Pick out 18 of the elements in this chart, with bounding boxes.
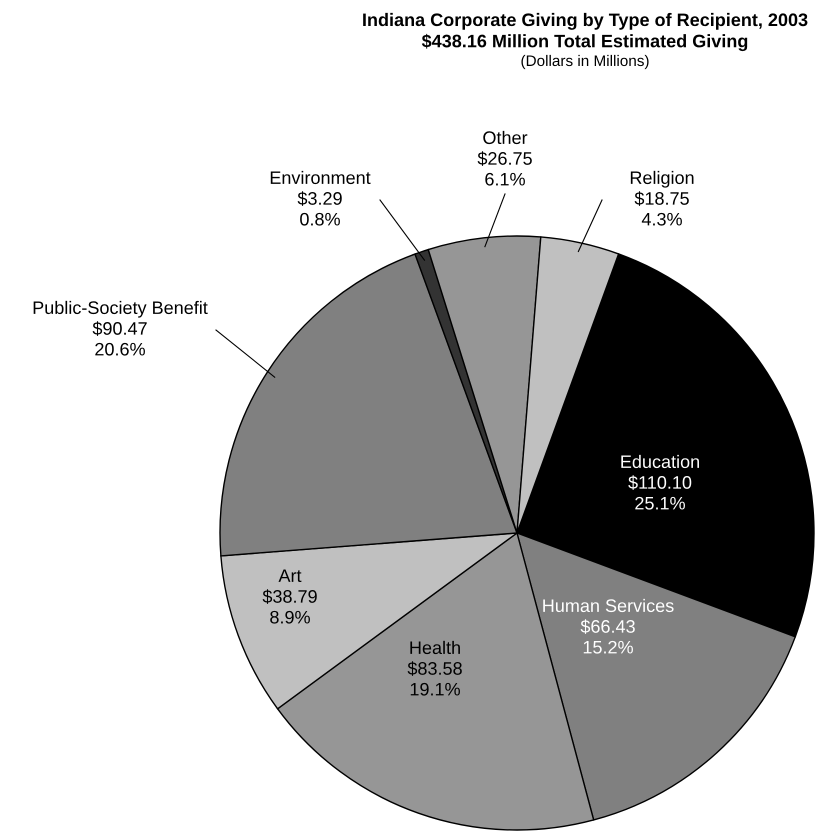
slice-label: Public-Society Benefit [34,300,208,318]
slice-label: Human Services [543,598,674,612]
data-label: $66.43 15.2% [580,619,635,654]
data-label: $110.10 25.1% [628,475,692,510]
data-label: $83.58 19.1% [408,661,462,696]
data-label: $18.75 4.3% [634,191,689,226]
chart-subtitle: (Dollars in Millions) [521,54,649,70]
data-label: $26.75 6.1% [478,151,532,186]
slice-label: Other [483,130,528,144]
data-label: $3.29 0.8% [298,191,342,226]
slice-label: Religion [630,170,694,188]
slice-label: Environment [270,170,371,184]
slice-label: Health [410,640,460,654]
data-label: $90.47 20.6% [92,321,147,356]
slice-label: Education [621,454,699,468]
slice-label: Art [278,569,302,582]
data-label: $38.79 8.9% [262,589,317,624]
chart-title: Indiana Corporate Giving by Type of Recipient, 2003 $438.16 Million Total Estimated Giving [363,12,808,52]
